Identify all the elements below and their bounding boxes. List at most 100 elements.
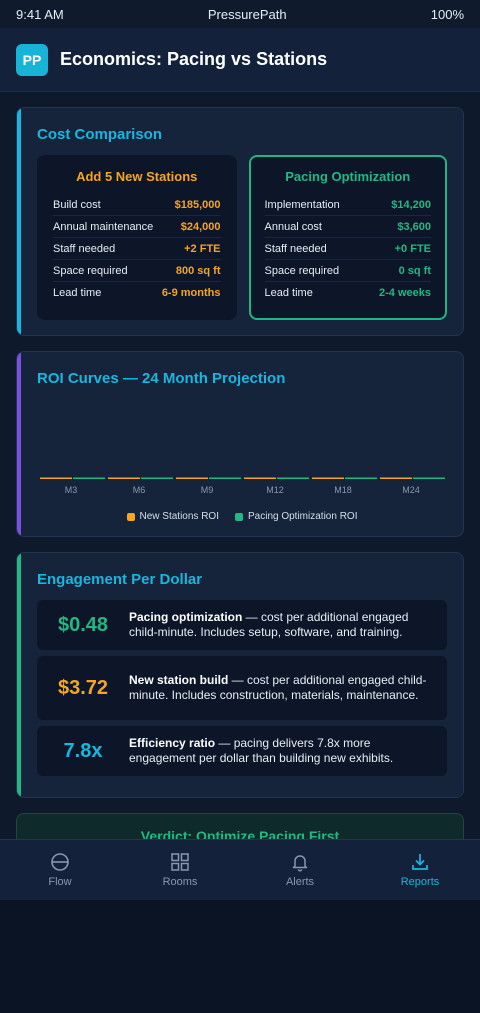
- roi-tick-label: M12: [266, 485, 284, 495]
- engagement-value: 7.8x: [63, 739, 103, 762]
- cost-row-label: Lead time: [264, 287, 313, 299]
- roi-bar-stations: [380, 477, 412, 479]
- roi-bar-stations: [108, 477, 140, 479]
- cost-row-label: Staff needed: [264, 242, 327, 255]
- cost-row-label: Space required: [264, 264, 340, 277]
- cost-row-value: 800 sq ft: [175, 264, 221, 277]
- engagement-row-ratio: 7.8x Efficiency ratio — pacing delivers …: [37, 726, 447, 776]
- roi-bar-pacing: [413, 477, 445, 479]
- cost-row-label: Space required: [53, 264, 128, 277]
- cost-row-label: Implementation: [264, 198, 340, 211]
- roi-legend: New Stations ROI Pacing Optimization ROI: [37, 511, 447, 522]
- roi-tick-label: M24: [402, 485, 420, 495]
- roi-tick-label: M18: [334, 485, 352, 495]
- cost-row-value: +0 FTE: [394, 242, 431, 255]
- card-accent-bar: [17, 352, 21, 536]
- engagement-description: Efficiency ratio — pacing delivers 7.8x …: [129, 736, 433, 766]
- cost-row: Annual cost $3,600: [264, 216, 431, 238]
- roi-chart: M3 M6 M9 M12 M18 M24: [37, 409, 447, 499]
- cost-row-label: Lead time: [53, 287, 102, 299]
- nav-label: Rooms: [162, 876, 198, 888]
- cost-row-label: Build cost: [53, 198, 101, 211]
- cost-row-value: 2-4 weeks: [379, 287, 431, 299]
- engagement-title: Engagement Per Dollar: [37, 571, 203, 588]
- engagement-label: Pacing optimization: [129, 610, 243, 624]
- cost-row: Lead time 6-9 months: [53, 282, 221, 304]
- main-content: Cost Comparison Add 5 New Stations Build…: [0, 92, 480, 900]
- cost-row: Staff needed +0 FTE: [264, 238, 431, 260]
- legend-swatch-pacing: [234, 512, 243, 521]
- roi-bar-pacing: [209, 477, 241, 479]
- roi-tick-label: M3: [65, 485, 78, 495]
- new-stations-box: Add 5 New Stations Build cost $185,000 Ann…: [37, 155, 237, 320]
- roi-tick-label: M9: [201, 485, 214, 495]
- status-time: 9:41 AM: [16, 6, 64, 22]
- pacing-optimization-title: Pacing Optimization: [285, 169, 411, 184]
- cost-row: Lead time 2-4 weeks: [265, 282, 432, 304]
- roi-bar-pacing: [73, 477, 105, 479]
- cost-row-value: $14,200: [391, 198, 431, 211]
- download-icon: [412, 854, 428, 870]
- app-logo[interactable]: PP: [16, 43, 48, 76]
- roi-bar-stations: [176, 477, 208, 479]
- cost-row: Space required 0 sq ft: [264, 260, 431, 282]
- roi-tick-label: M6: [133, 485, 146, 495]
- cost-row-label: Annual cost: [264, 220, 322, 233]
- cost-row-label: Staff needed: [53, 242, 116, 255]
- cost-row-value: $185,000: [174, 198, 221, 211]
- cost-comparison-title: Cost Comparison: [37, 126, 163, 143]
- engagement-detail: — cost per additional engaged child-minu…: [129, 673, 427, 702]
- legend-item-stations: New Stations ROI: [126, 511, 219, 522]
- cost-row: Annual maintenance $24,000: [53, 216, 221, 238]
- status-battery: 100%: [430, 6, 464, 22]
- engagement-row-stations: $3.72 New station build — cost per addit…: [37, 656, 447, 720]
- roi-chart-svg: M3 M6 M9 M12 M18 M24: [40, 477, 445, 495]
- engagement-value: $3.72: [57, 676, 109, 699]
- app-screen: 9:41 AM PressurePath 100% PP Economics: …: [0, 0, 480, 900]
- card-accent-bar: [17, 108, 21, 335]
- nav-item-flow[interactable]: Flow: [0, 840, 120, 900]
- roi-bar-pacing: [277, 477, 309, 479]
- cost-row: Space required 800 sq ft: [53, 260, 221, 282]
- nav-label: Alerts: [285, 876, 315, 888]
- nav-item-alerts[interactable]: Alerts: [240, 840, 360, 900]
- page-title: Economics: Pacing vs Stations: [60, 49, 328, 69]
- roi-curves-card: ROI Curves — 24 Month Projection M3 M6 M9 M…: [16, 351, 464, 537]
- status-bar: 9:41 AM PressurePath 100%: [0, 0, 480, 28]
- cost-row: Build cost $185,000: [53, 194, 221, 216]
- app-header: PP Economics: Pacing vs Stations: [0, 28, 480, 92]
- engagement-detail: — pacing delivers 7.8x more engagement p…: [129, 736, 394, 765]
- roi-bar-pacing: [141, 477, 173, 479]
- cost-row-value: +2 FTE: [184, 242, 221, 255]
- cost-row-label: Annual maintenance: [53, 220, 154, 233]
- engagement-detail: — cost per additional engaged child-minu…: [129, 610, 409, 639]
- cost-row-value: 0 sq ft: [398, 264, 431, 277]
- bottom-nav: Flow Rooms Alerts Reports: [0, 839, 480, 900]
- roi-bar-pacing: [345, 477, 377, 479]
- new-stations-title: Add 5 New Stations: [76, 169, 198, 184]
- legend-label-pacing: Pacing Optimization ROI: [247, 511, 358, 522]
- cost-row: Staff needed +2 FTE: [53, 238, 221, 260]
- engagement-description: Pacing optimization — cost per additiona…: [129, 610, 433, 640]
- nav-item-reports[interactable]: Reports: [360, 840, 480, 900]
- cost-row-value: 6-9 months: [161, 287, 221, 299]
- nav-item-rooms[interactable]: Rooms: [120, 840, 240, 900]
- roi-bar-stations: [312, 477, 344, 479]
- engagement-row-pacing: $0.48 Pacing optimization — cost per add…: [37, 600, 447, 650]
- engagement-description: New station build — cost per additional …: [129, 673, 433, 703]
- legend-label-stations: New Stations ROI: [139, 511, 219, 522]
- cost-row-value: $24,000: [180, 220, 221, 233]
- bell-icon: [292, 855, 308, 872]
- roi-title: ROI Curves — 24 Month Projection: [37, 370, 286, 387]
- engagement-value: $0.48: [57, 613, 109, 636]
- engagement-card: Engagement Per Dollar $0.48 Pacing optim…: [16, 552, 464, 798]
- cost-row: Implementation $14,200: [264, 194, 431, 216]
- legend-swatch-stations: [126, 512, 135, 521]
- nav-label: Reports: [400, 876, 440, 888]
- roi-bar-stations: [40, 477, 72, 479]
- engagement-label: New station build: [129, 673, 229, 687]
- rooms-icon: [171, 853, 189, 871]
- card-accent-bar: [17, 553, 21, 797]
- nav-label: Flow: [48, 876, 72, 888]
- cost-row-value: $3,600: [397, 220, 431, 233]
